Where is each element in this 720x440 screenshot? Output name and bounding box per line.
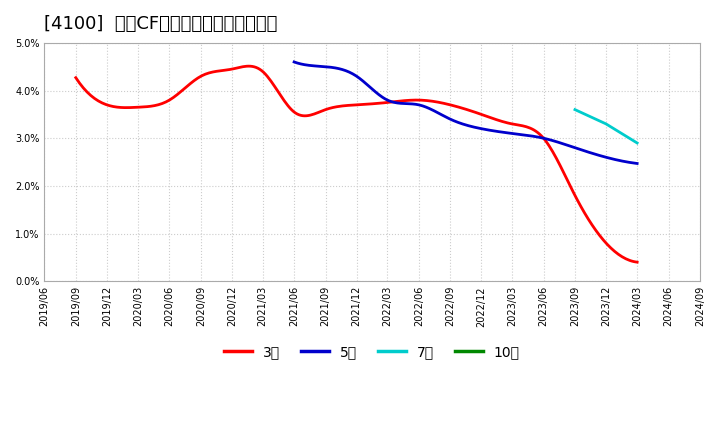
Text: [4100]  営業CFマージンの平均値の推移: [4100] 営業CFマージンの平均値の推移 xyxy=(45,15,278,33)
Legend: 3年, 5年, 7年, 10年: 3年, 5年, 7年, 10年 xyxy=(219,340,526,365)
